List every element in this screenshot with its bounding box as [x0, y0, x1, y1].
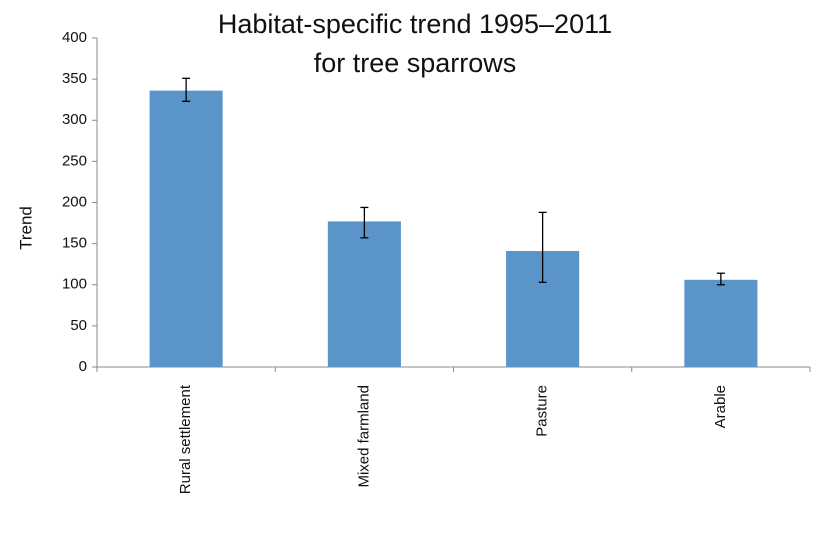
- bar: [149, 90, 223, 367]
- error-bar: [182, 77, 191, 102]
- y-tick-label: 400: [62, 29, 87, 46]
- error-bar: [716, 272, 725, 286]
- x-tick-label: Mixed farmland: [355, 385, 372, 488]
- y-tick-label: 100: [62, 276, 87, 293]
- y-tick-label: 300: [62, 111, 87, 128]
- error-bar: [360, 206, 369, 239]
- y-axis-label: Trend: [16, 206, 35, 250]
- y-tick-label: 150: [62, 235, 87, 252]
- x-tick-label: Arable: [712, 385, 729, 428]
- y-tick-label: 0: [79, 358, 87, 375]
- bar: [684, 279, 758, 367]
- x-tick-label: Rural settlement: [177, 384, 194, 494]
- x-tick-label: Pasture: [534, 385, 551, 437]
- y-tick-label: 200: [62, 193, 87, 210]
- y-tick-label: 50: [70, 317, 87, 334]
- chart-title: for tree sparrows: [314, 48, 517, 78]
- y-tick-label: 250: [62, 152, 87, 169]
- chart-title: Habitat-specific trend 1995–2011: [218, 9, 612, 39]
- bar: [327, 221, 401, 367]
- y-tick-label: 350: [62, 70, 87, 87]
- error-bar: [538, 211, 547, 283]
